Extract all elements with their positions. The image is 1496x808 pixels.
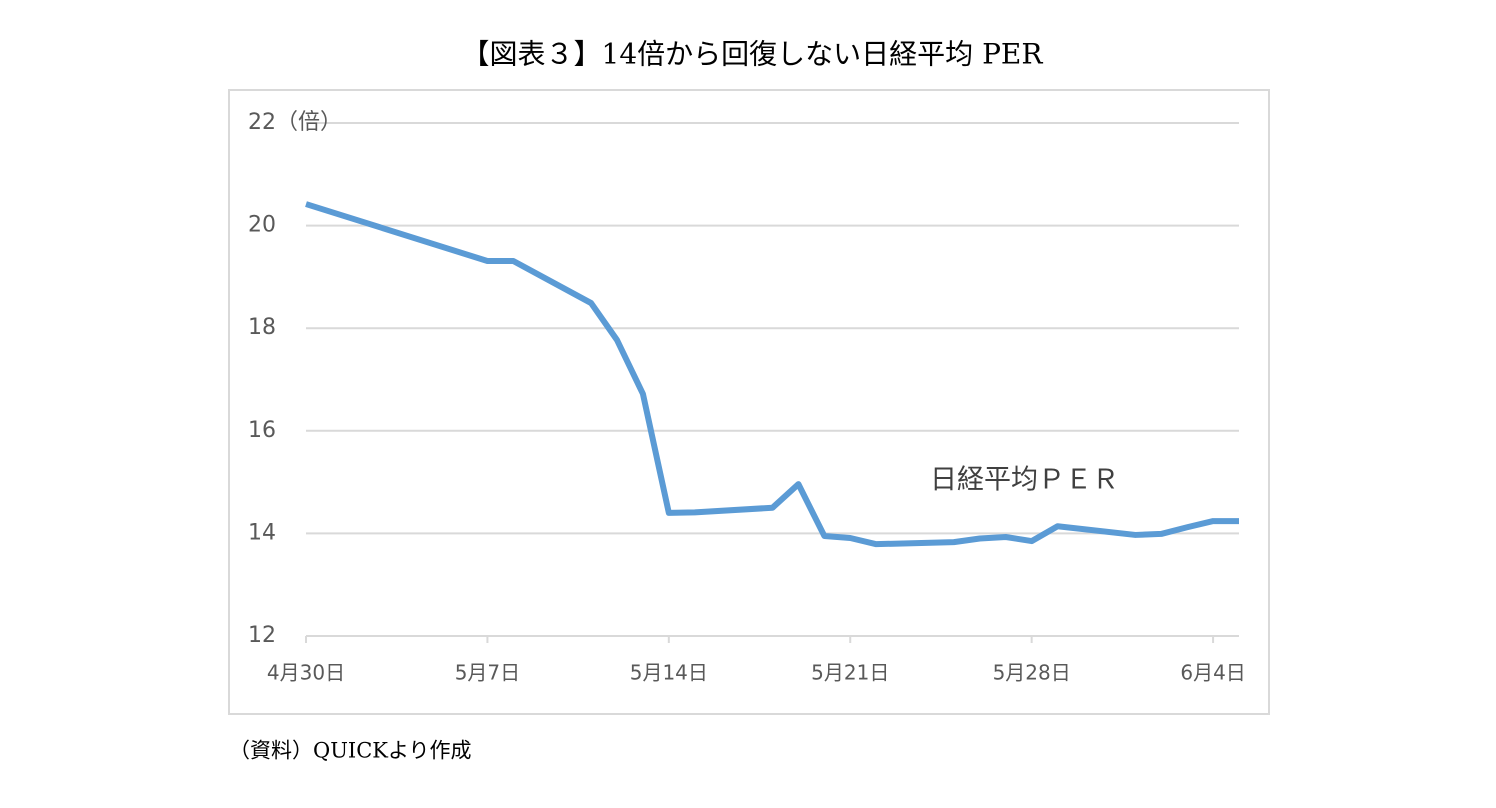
data-line — [305, 201, 1239, 548]
y-tick-label: 12 — [248, 623, 276, 648]
chart-frame — [228, 89, 1270, 715]
y-tick-label: 14 — [248, 520, 276, 545]
y-tick-label: 16 — [248, 418, 276, 443]
chart-title: 【図表３】14倍から回復しない日経平均 PER — [462, 38, 1044, 71]
x-tick-label: 6月4日 — [1180, 661, 1245, 685]
series-label: 日経平均ＰＥＲ — [930, 465, 1119, 496]
y-tick-label: 20 — [248, 213, 276, 238]
x-tick-label: 5月28日 — [993, 661, 1071, 685]
x-tick-label: 5月14日 — [630, 661, 708, 685]
source-note: （資料）QUICKより作成 — [229, 739, 472, 763]
y-tick-label: 22（倍） — [248, 110, 342, 135]
x-tick-label: 4月30日 — [267, 661, 345, 685]
x-tick-label: 5月7日 — [455, 661, 520, 685]
x-tick-label: 5月21日 — [811, 661, 889, 685]
y-tick-label: 18 — [248, 315, 276, 340]
